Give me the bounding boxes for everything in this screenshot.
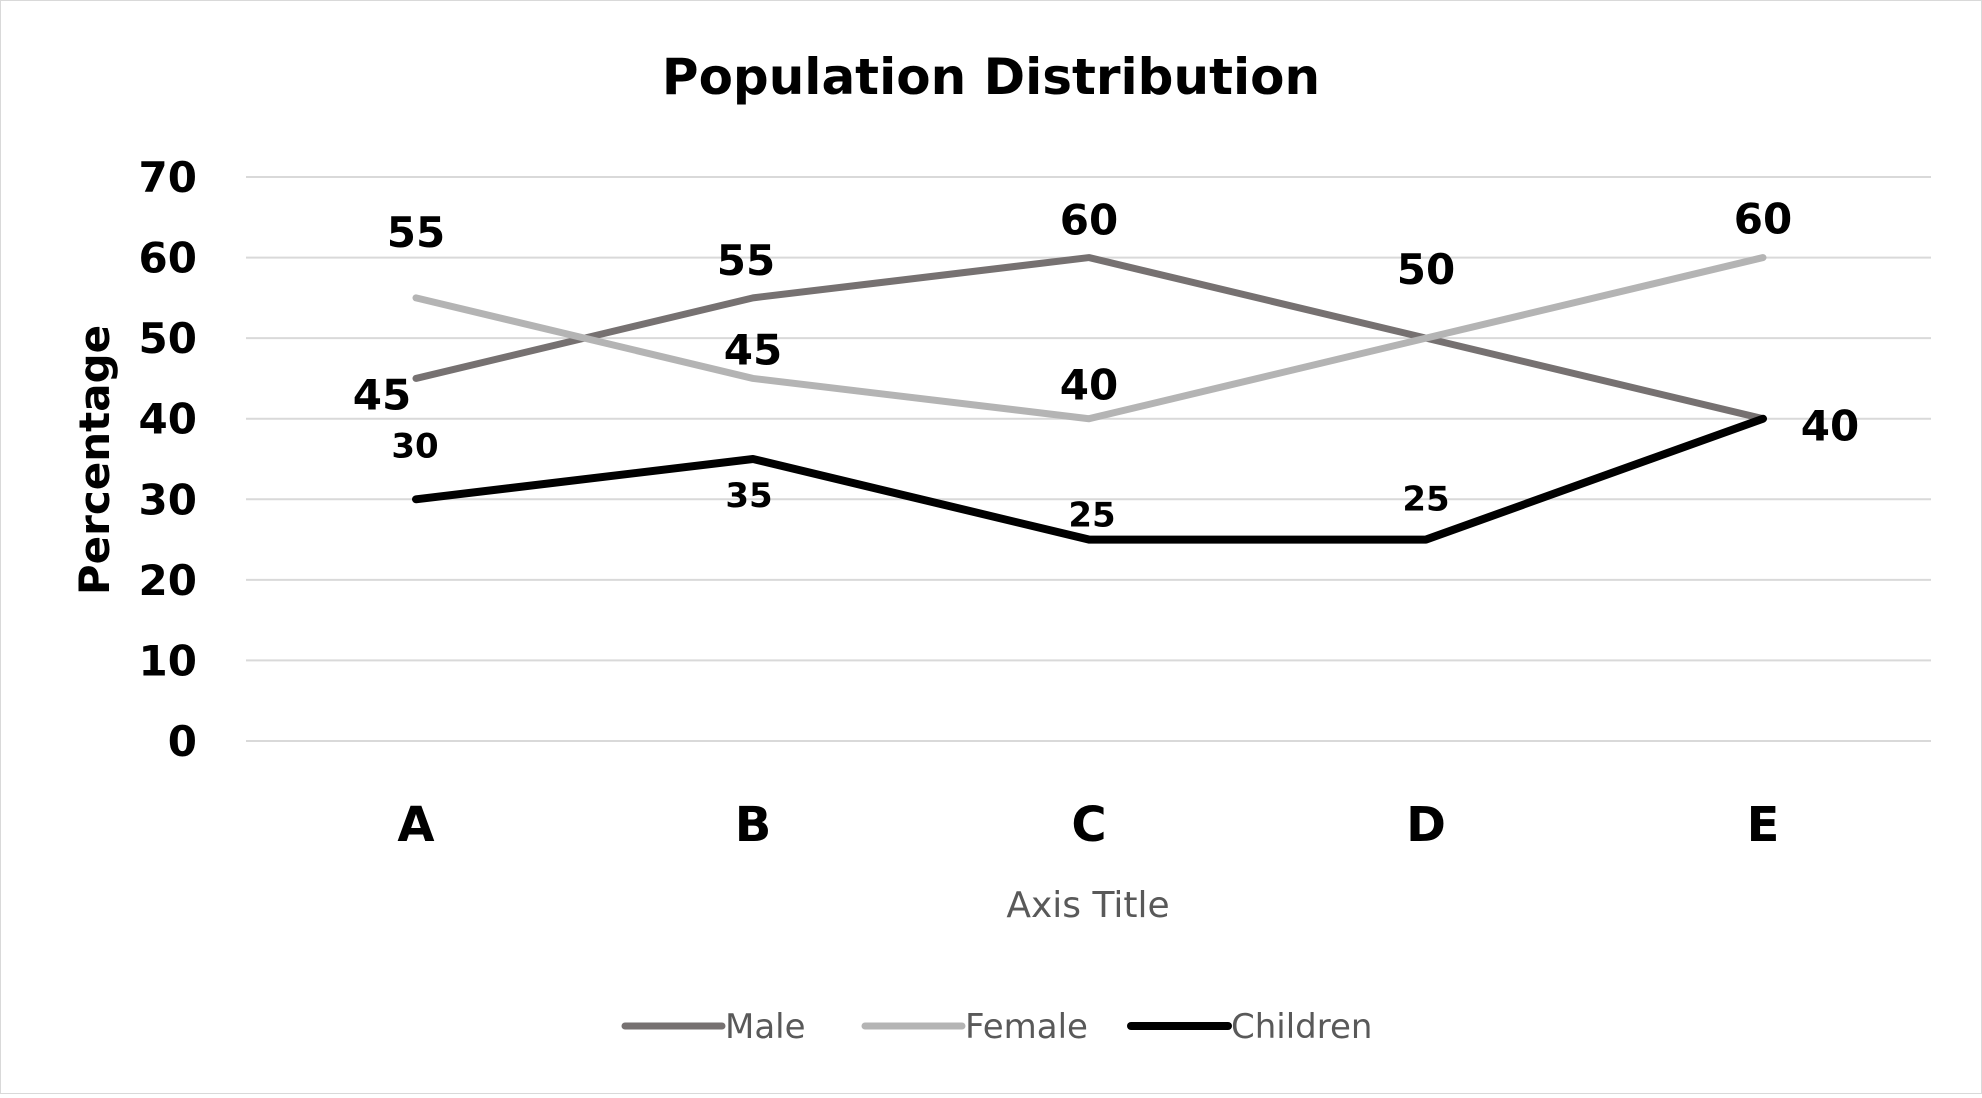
data-label-children: 40 — [1801, 402, 1859, 451]
data-label-male: 55 — [717, 236, 775, 285]
y-tick-label: 30 — [139, 475, 197, 524]
gridlines — [246, 176, 1931, 742]
data-label-children: 30 — [391, 426, 438, 466]
y-tick-label: 10 — [139, 636, 197, 685]
x-axis-ticks: A B C D E — [397, 797, 1779, 853]
y-tick-label: 70 — [139, 153, 197, 202]
y-tick-label: 20 — [139, 556, 197, 605]
y-axis-ticks: 0 10 20 30 40 50 60 70 — [139, 153, 197, 766]
x-tick-label: E — [1747, 797, 1780, 853]
x-tick-label: A — [397, 797, 434, 853]
legend-label-male: Male — [725, 1007, 806, 1047]
data-label-children: 35 — [725, 476, 772, 516]
data-label-male: 50 — [1397, 245, 1455, 294]
x-tick-label: B — [735, 797, 772, 853]
x-axis-label: Axis Title — [1006, 885, 1169, 926]
data-label-female: 40 — [1060, 361, 1118, 410]
legend: Male Female Children — [621, 1007, 1372, 1047]
legend-label-female: Female — [965, 1007, 1088, 1047]
data-label-children: 25 — [1068, 496, 1115, 536]
data-label-children: 25 — [1402, 480, 1449, 520]
data-label-male: 60 — [1060, 196, 1118, 245]
series-lines — [412, 254, 1767, 544]
y-tick-label: 50 — [139, 314, 197, 363]
data-label-female: 55 — [387, 208, 445, 257]
chart-title: Population Distribution — [662, 48, 1320, 106]
series-line-children — [412, 414, 1767, 544]
series-line-female — [412, 254, 1767, 423]
y-tick-label: 40 — [139, 395, 197, 444]
data-label-female: 45 — [724, 325, 782, 374]
y-tick-label: 0 — [168, 717, 197, 766]
data-label-female: 60 — [1734, 195, 1792, 244]
x-tick-label: D — [1406, 797, 1446, 853]
data-label-male: 45 — [353, 370, 411, 419]
y-tick-label: 60 — [139, 234, 197, 283]
y-axis-label: Percentage — [70, 325, 119, 595]
data-labels: 45 55 60 50 55 45 40 60 30 35 25 25 40 — [353, 195, 1859, 536]
legend-label-children: Children — [1231, 1007, 1372, 1047]
x-tick-label: C — [1071, 797, 1106, 853]
series-line-male — [412, 254, 1767, 423]
